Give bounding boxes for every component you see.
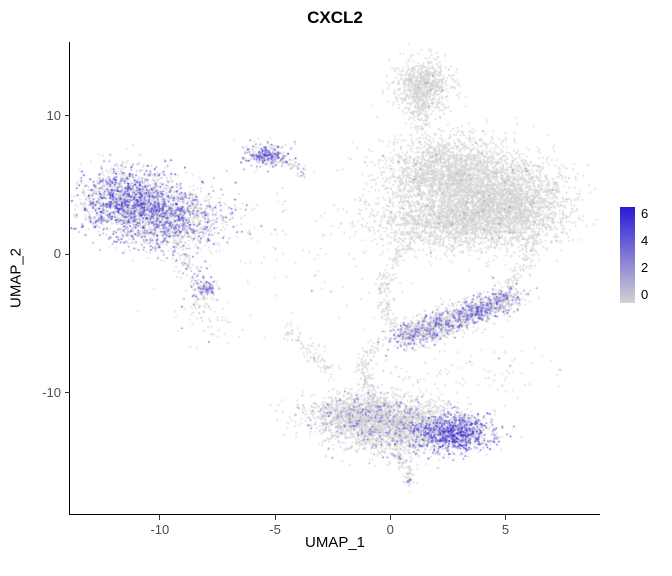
legend-tick-label: 4 xyxy=(641,233,649,248)
legend: 0 2 4 6 xyxy=(620,205,672,315)
x-axis-label: UMAP_1 xyxy=(304,534,366,551)
plot-title: CXCL2 xyxy=(307,8,363,27)
x-tick-mark xyxy=(274,515,276,520)
legend-tick-label: 6 xyxy=(641,206,649,221)
y-tick-label: 0 xyxy=(53,246,61,262)
x-tick-mark xyxy=(159,515,161,520)
legend-tick-label: 2 xyxy=(641,260,649,275)
scatter-canvas xyxy=(70,42,600,515)
x-tick-mark xyxy=(505,515,507,520)
legend-labels: 0 2 4 6 xyxy=(620,205,672,315)
x-tick-mark xyxy=(389,515,391,520)
legend-tick-label: 0 xyxy=(641,287,649,302)
legend-gradient-bar xyxy=(620,207,635,303)
y-tick-label: 10 xyxy=(46,107,61,123)
y-tick-label: -10 xyxy=(42,384,61,400)
y-axis-label: UMAP_2 xyxy=(7,247,25,309)
